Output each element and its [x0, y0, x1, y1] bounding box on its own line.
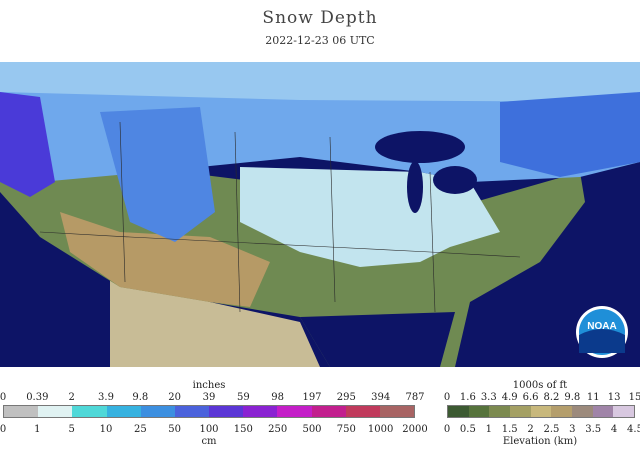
elev-top-unit: 1000s of ft [512, 380, 568, 391]
snow-tick-label: 2 [68, 392, 75, 403]
snow-tick-label: 1 [34, 424, 41, 435]
snow-tick-label: 9.8 [132, 392, 149, 403]
great-lakes [375, 131, 465, 163]
snow-top-unit: inches [192, 380, 226, 391]
elev-color-swatch [613, 406, 635, 417]
snow-bottom-unit: cm [201, 436, 217, 447]
snow-color-swatch [209, 406, 244, 417]
elev-tick-label: 9.8 [564, 392, 581, 403]
elev-color-swatch [510, 406, 531, 417]
snow-tick-label: 197 [302, 392, 322, 403]
snow-color-swatch [379, 406, 415, 417]
snow-color-swatch [311, 406, 346, 417]
snow-tick-label: 0 [0, 392, 7, 403]
snow-deep-west [0, 92, 55, 197]
snow-color-swatch [174, 406, 210, 417]
snow-heavy-ne [500, 92, 640, 177]
snow-tick-label: 10 [99, 424, 113, 435]
snow-depth-map[interactable] [0, 62, 640, 367]
state-borders [39, 231, 521, 258]
elev-tick-label: 8.2 [543, 392, 560, 403]
snow-color-swatch [106, 406, 141, 417]
map-title: Snow Depth [262, 8, 378, 28]
snow-tick-label: 150 [233, 424, 253, 435]
mexico-land [110, 277, 320, 367]
snow-tick-label: 39 [202, 392, 216, 403]
elev-tick-label: 0 [443, 392, 451, 403]
elev-tick-label: 15 [628, 392, 640, 403]
snow-color-swatch [38, 406, 73, 417]
elev-color-swatch [572, 406, 593, 417]
snow-tick-label: 250 [268, 424, 288, 435]
svg-text:NOAA: NOAA [587, 321, 616, 332]
elev-color-swatch [448, 406, 469, 417]
lake-huron-erie [433, 166, 477, 194]
snow-rockies [100, 107, 215, 242]
map-timestamp: 2022-12-23 06 UTC [265, 34, 375, 47]
elev-bottom-unit: Elevation (km) [502, 436, 578, 447]
elev-tick-label: 1.5 [501, 424, 518, 435]
elev-color-swatch [489, 406, 511, 417]
snow-color-swatch [277, 406, 312, 417]
snow-tick-label: 0 [0, 424, 7, 435]
snow-color-swatch [243, 406, 278, 417]
snow-light [240, 167, 500, 267]
elev-tick-label: 0.5 [459, 424, 476, 435]
snow-tick-label: 787 [405, 392, 425, 403]
snow-tick-label: 0.39 [26, 392, 49, 403]
snow-tick-label: 3.9 [98, 392, 114, 403]
snow-tick-label: 1000 [367, 424, 394, 435]
elev-tick-label: 13 [607, 392, 621, 403]
snow-tick-label: 295 [336, 392, 356, 403]
elev-tick-label: 1 [485, 424, 492, 435]
elev-color-swatch [592, 406, 614, 417]
snow-tick-label: 50 [168, 424, 182, 435]
snow-color-bar [3, 405, 415, 418]
snow-tick-label: 500 [302, 424, 322, 435]
elev-color-swatch [530, 406, 552, 417]
elev-tick-label: 11 [586, 392, 600, 403]
elev-tick-label: 3.3 [480, 392, 497, 403]
snow-tick-label: 25 [133, 424, 147, 435]
snow-tick-label: 394 [371, 392, 391, 403]
snow-tick-label: 100 [199, 424, 219, 435]
snow-tick-label: 20 [168, 392, 182, 403]
snow-tick-label: 59 [236, 392, 250, 403]
gulf-water [300, 312, 455, 367]
snow-tick-label: 750 [336, 424, 356, 435]
elev-color-swatch [468, 406, 490, 417]
elev-tick-label: 4 [610, 424, 618, 435]
snow-tick-label: 5 [68, 424, 75, 435]
snow-tick-label: 98 [271, 392, 285, 403]
snow-tick-label: 2000 [402, 424, 428, 435]
snow-color-swatch [4, 406, 39, 417]
elev-tick-label: 1.6 [459, 392, 476, 403]
elev-tick-label: 3 [569, 424, 576, 435]
elev-tick-label: 4.5 [627, 424, 640, 435]
elevation-color-bar [447, 405, 635, 418]
snow-north-band [0, 62, 640, 102]
elev-tick-label: 4.9 [501, 392, 518, 403]
elev-tick-label: 6.6 [522, 392, 539, 403]
noaa-logo: NOAA [576, 306, 628, 358]
lake-michigan [407, 161, 423, 213]
elev-tick-label: 2 [527, 424, 534, 435]
elev-tick-label: 3.5 [585, 424, 602, 435]
snow-color-swatch [345, 406, 380, 417]
elev-color-swatch [551, 406, 573, 417]
elev-tick-label: 2.5 [543, 424, 560, 435]
snow-color-swatch [72, 406, 107, 417]
snow-color-swatch [140, 406, 175, 417]
elev-tick-label: 0 [443, 424, 451, 435]
